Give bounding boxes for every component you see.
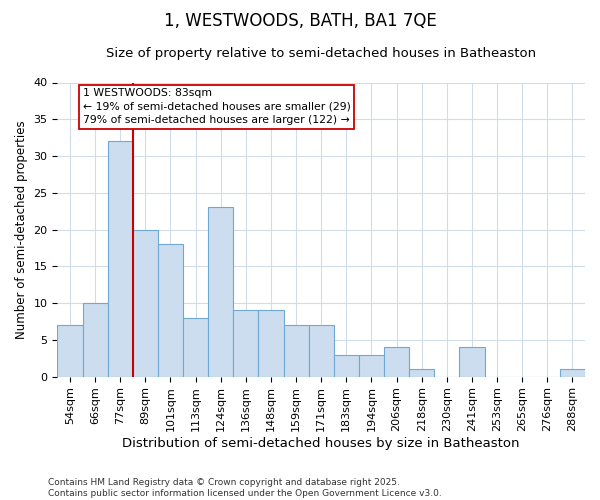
Text: Contains HM Land Registry data © Crown copyright and database right 2025.
Contai: Contains HM Land Registry data © Crown c… <box>48 478 442 498</box>
X-axis label: Distribution of semi-detached houses by size in Batheaston: Distribution of semi-detached houses by … <box>122 437 520 450</box>
Bar <box>183 318 208 376</box>
Bar <box>334 354 359 376</box>
Bar <box>308 325 334 376</box>
Bar <box>284 325 308 376</box>
Bar <box>158 244 183 376</box>
Bar <box>233 310 259 376</box>
Bar <box>384 347 409 376</box>
Y-axis label: Number of semi-detached properties: Number of semi-detached properties <box>15 120 28 339</box>
Bar <box>560 369 585 376</box>
Bar <box>107 142 133 376</box>
Bar <box>409 369 434 376</box>
Bar <box>83 303 107 376</box>
Text: 1 WESTWOODS: 83sqm
← 19% of semi-detached houses are smaller (29)
79% of semi-de: 1 WESTWOODS: 83sqm ← 19% of semi-detache… <box>83 88 350 125</box>
Bar <box>208 208 233 376</box>
Bar <box>359 354 384 376</box>
Bar <box>460 347 485 376</box>
Title: Size of property relative to semi-detached houses in Batheaston: Size of property relative to semi-detach… <box>106 48 536 60</box>
Bar <box>133 230 158 376</box>
Bar <box>58 325 83 376</box>
Text: 1, WESTWOODS, BATH, BA1 7QE: 1, WESTWOODS, BATH, BA1 7QE <box>164 12 436 30</box>
Bar <box>259 310 284 376</box>
